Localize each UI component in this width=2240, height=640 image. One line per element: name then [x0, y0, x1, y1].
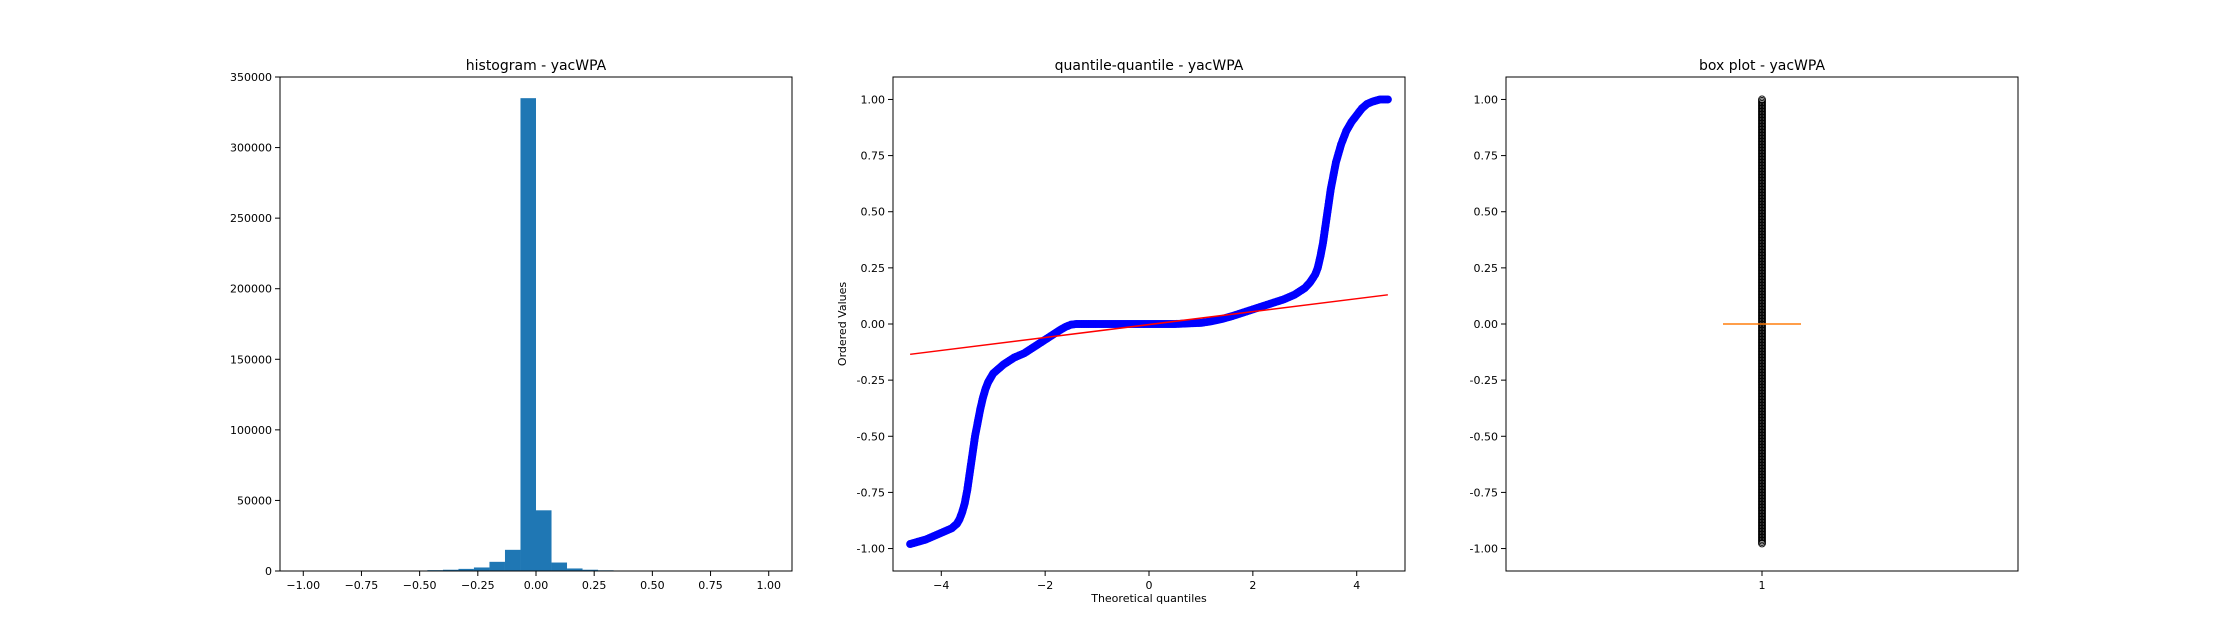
- p2-ytick-label: 0.75: [1474, 150, 1499, 163]
- p2-ytick-label: -0.75: [1470, 486, 1498, 499]
- p0-xtick-label: −0.50: [403, 579, 437, 592]
- qq-panel: quantile-quantile - yacWPA Theoretical q…: [836, 58, 1406, 605]
- p1-xtick-label: 4: [1353, 579, 1360, 592]
- boxplot-axes-frame: [1505, 76, 2019, 572]
- boxplot-title: box plot - yacWPA: [1699, 58, 1825, 74]
- p0-ytick-label: 100000: [230, 424, 272, 437]
- p0-xtick-label: 0.25: [582, 579, 607, 592]
- p2-ytick-label: -1.00: [1470, 543, 1498, 556]
- box-outlier: [1758, 539, 1766, 548]
- p0-ytick-label: 250000: [230, 212, 272, 225]
- histogram-bar: [536, 510, 552, 571]
- p1-xtick-label: −2: [1037, 579, 1053, 592]
- p1-xtick-label: 2: [1249, 579, 1256, 592]
- histogram-bar: [504, 549, 521, 571]
- qq-reference-line: [910, 294, 1388, 356]
- boxplot-marks: [1723, 95, 1801, 548]
- histogram-bar: [551, 562, 568, 571]
- p2-xtick-label: 1: [1759, 579, 1766, 592]
- p1-ytick-label: -0.75: [857, 486, 885, 499]
- p1-ytick-label: 1.00: [861, 93, 886, 106]
- histogram-bar: [458, 568, 474, 571]
- histogram-panel: histogram - yacWPA 0 50000 100000 150000 200…: [230, 58, 793, 592]
- p2-ytick-label: 0.00: [1474, 318, 1499, 331]
- p2-ytick-label: 1.00: [1474, 93, 1499, 106]
- p0-ytick-label: 150000: [230, 353, 272, 366]
- histogram-bar: [473, 567, 490, 571]
- p0-xtick-label: −1.00: [286, 579, 320, 592]
- boxplot-panel: box plot - yacWPA -1.00 -0.75 -0.50 -0.25 0.…: [1470, 58, 2019, 592]
- qq-title: quantile-quantile - yacWPA: [1055, 58, 1244, 74]
- p0-ytick-label: 350000: [230, 71, 272, 84]
- p1-xtick-label: 0: [1146, 579, 1153, 592]
- p0-ytick-label: 200000: [230, 283, 272, 296]
- boxplot-ticks: -1.00 -0.75 -0.50 -0.25 0.00 0.25 0.50 0.75 1.00…: [1470, 93, 1766, 592]
- p0-ytick-label: 50000: [237, 494, 272, 507]
- p1-ytick-label: 0.75: [861, 150, 886, 163]
- histogram-bar: [489, 561, 505, 571]
- p2-ytick-label: -0.25: [1470, 374, 1498, 387]
- p2-ytick-label: 0.25: [1474, 262, 1499, 275]
- qq-axes-frame: [892, 76, 1406, 572]
- histogram-bar: [567, 568, 583, 571]
- p0-xtick-label: −0.25: [461, 579, 495, 592]
- qq-ylabel: Ordered Values: [836, 282, 849, 366]
- histogram-title: histogram - yacWPA: [466, 58, 607, 74]
- p0-xtick-label: 1.00: [756, 579, 781, 592]
- p0-xtick-label: 0.00: [524, 579, 549, 592]
- p1-ytick-label: 0.25: [861, 262, 886, 275]
- p1-xtick-label: −4: [933, 579, 949, 592]
- p0-xtick-label: −0.75: [345, 579, 379, 592]
- p1-ytick-label: -0.25: [857, 374, 885, 387]
- p1-ytick-label: -1.00: [857, 543, 885, 556]
- histogram-bar: [582, 569, 599, 571]
- p0-ytick-label: 300000: [230, 142, 272, 155]
- histogram-axes-frame: [279, 76, 793, 572]
- p1-ytick-label: -0.50: [857, 430, 885, 443]
- histogram-bar: [520, 98, 536, 572]
- qq-marks: [906, 95, 1392, 549]
- p0-xtick-label: 0.50: [640, 579, 665, 592]
- qq-point: [1383, 95, 1392, 104]
- qq-xlabel: Theoretical quantiles: [1090, 592, 1207, 605]
- p2-ytick-label: 0.50: [1474, 206, 1499, 219]
- p0-ytick-label: 0: [265, 565, 272, 578]
- p1-ytick-label: 0.00: [861, 318, 886, 331]
- p0-xtick-label: 0.75: [698, 579, 723, 592]
- p2-ytick-label: -0.50: [1470, 430, 1498, 443]
- p1-ytick-label: 0.50: [861, 206, 886, 219]
- histogram-ticks: 0 50000 100000 150000 200000 250000 300000 3500…: [230, 71, 781, 592]
- qq-ticks: -1.00 -0.75 -0.50 -0.25 0.00 0.25 0.50 0.75 1.00…: [857, 93, 1361, 592]
- histogram-bar: [442, 569, 459, 571]
